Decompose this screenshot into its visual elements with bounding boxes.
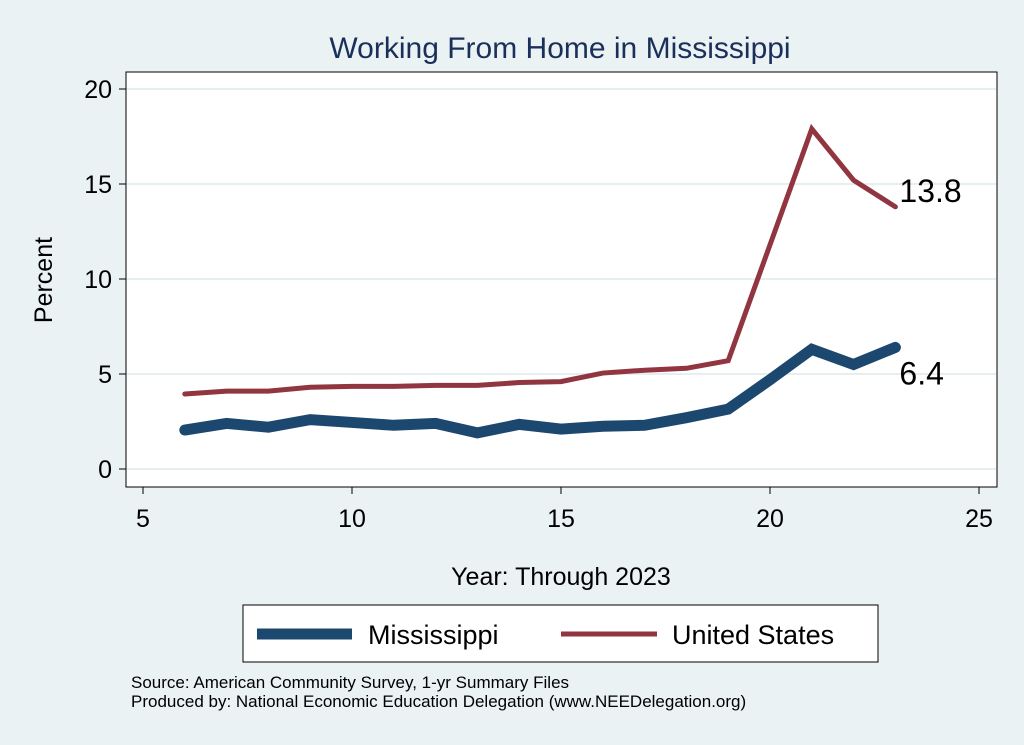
x-tick-label: 10 <box>338 505 366 533</box>
source-note: Source: American Community Survey, 1-yr … <box>131 673 570 692</box>
y-tick-label: 0 <box>98 456 112 484</box>
x-axis-label: Year: Through 2023 <box>451 563 671 591</box>
legend-label-united-states: United States <box>672 620 834 650</box>
chart-title: Working From Home in Mississippi <box>329 32 790 65</box>
y-tick-label: 15 <box>84 171 112 199</box>
series-line-mississippi <box>179 341 901 439</box>
legend-label-mississippi: Mississippi <box>368 620 499 650</box>
y-tick-label: 10 <box>84 266 112 294</box>
x-tick-label: 25 <box>965 505 993 533</box>
producer-note: Produced by: National Economic Education… <box>131 692 747 711</box>
end-label-united-states: 13.8 <box>899 173 961 209</box>
end-label-mississippi: 6.4 <box>899 355 943 391</box>
y-axis-label: Percent <box>30 237 58 323</box>
series-line-united-states <box>182 123 898 397</box>
x-tick-label: 15 <box>547 505 575 533</box>
y-tick-label: 20 <box>84 76 112 104</box>
x-tick-label: 20 <box>756 505 784 533</box>
y-tick-label: 5 <box>98 361 112 389</box>
x-tick-label: 5 <box>136 505 150 533</box>
